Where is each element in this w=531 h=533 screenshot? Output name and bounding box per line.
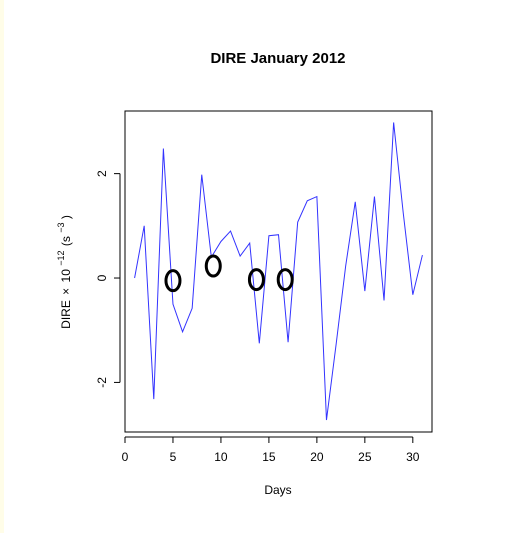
y-axis-label-prefix: DIRE	[59, 300, 73, 329]
circle-annotation	[204, 254, 222, 278]
x-axis-label: Days	[264, 483, 291, 497]
x-axis: 0 5 10 15 20 25 30	[122, 436, 420, 464]
series-group	[134, 122, 423, 421]
y-axis-label-unit-close: )	[59, 215, 73, 219]
x-tick-label: 10	[214, 450, 228, 464]
y-tick-label: 0	[95, 274, 109, 281]
circle-annotation	[247, 268, 265, 292]
x-tick-label: 0	[122, 450, 129, 464]
y-axis-label-base: 10	[59, 269, 73, 283]
y-tick-label: 2	[95, 170, 109, 177]
circle-annotation	[276, 268, 294, 292]
x-tick-label: 25	[358, 450, 372, 464]
y-tick-label: -2	[95, 377, 109, 388]
y-axis-label-unit-open: (s	[59, 236, 73, 246]
series-line	[134, 122, 423, 421]
y-axis-label: DIRE × 10 −12 (s −3 )	[53, 215, 73, 329]
annotation-group	[164, 254, 294, 293]
y-axis: -2 0 2	[95, 170, 121, 388]
chart-title: DIRE January 2012	[210, 50, 345, 67]
x-tick-label: 20	[310, 450, 324, 464]
circle-annotation	[164, 269, 182, 293]
page-left-edge	[0, 0, 4, 533]
y-axis-label-exponent: −12	[56, 250, 66, 265]
x-tick-label: 5	[170, 450, 177, 464]
x-tick-label: 30	[406, 450, 420, 464]
plot-frame	[124, 110, 433, 433]
y-axis-label-times: ×	[59, 288, 73, 295]
x-tick-label: 15	[262, 450, 276, 464]
y-axis-label-unit-exponent: −3	[56, 223, 66, 233]
